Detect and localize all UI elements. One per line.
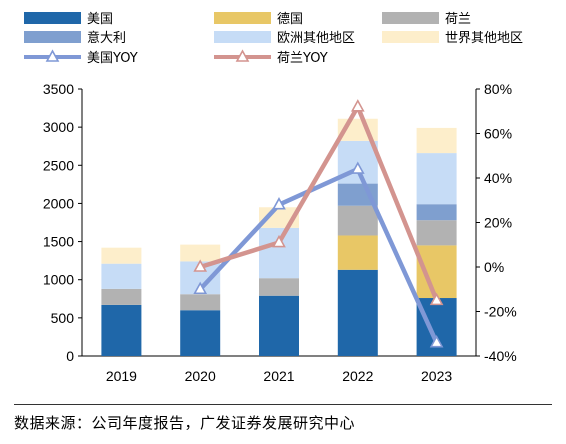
legend-label: 意大利 (87, 30, 126, 46)
left-tick-label: 2500 (43, 157, 74, 173)
legend-label: 德国 (277, 12, 303, 27)
legend-label: 世界其他地区 (445, 31, 523, 46)
bar-segment (337, 205, 378, 236)
source-divider (14, 404, 552, 405)
legend-swatch (214, 31, 271, 43)
legend-label: 美国YOY (87, 51, 138, 66)
left-tick-label: 3000 (43, 119, 74, 135)
bar-segment (101, 304, 142, 356)
legend-label: 美国 (87, 12, 113, 27)
yoy-point-marker (272, 234, 286, 248)
bar-segment (101, 247, 142, 264)
bar-segment (337, 235, 378, 270)
yoy-point-marker (193, 259, 208, 272)
x-tick-label: 2021 (263, 368, 294, 384)
bar-segment (416, 204, 457, 221)
right-tick-label: 40% (484, 170, 512, 186)
bar-segment (180, 294, 221, 311)
yoy-point-marker (272, 197, 286, 210)
legend-swatch (382, 31, 439, 43)
source-note: 数据来源：公司年度报告，广发证券发展研究中心 (14, 414, 356, 432)
bar-segment (180, 310, 221, 356)
legend-triangle-marker (45, 49, 60, 62)
bars (101, 118, 457, 356)
bar-segment (101, 263, 142, 289)
legend-swatch (24, 31, 81, 43)
left-tick-label: 0 (66, 348, 74, 364)
bar-segment (337, 269, 378, 356)
right-tick-label: -40% (484, 348, 517, 364)
legend-label: 荷兰YOY (277, 51, 328, 66)
x-tick-label: 2020 (185, 368, 216, 384)
yoy-point-marker (193, 281, 208, 295)
x-tick-label: 2022 (342, 368, 373, 384)
yoy-line (197, 166, 439, 345)
legend-triangle-marker (235, 49, 250, 62)
right-tick-label: 0% (484, 259, 504, 275)
bar-segment (259, 278, 299, 296)
left-tick-label: 1000 (43, 272, 74, 288)
right-tick-label: 60% (484, 126, 512, 142)
legend-swatch (214, 12, 271, 24)
legend-swatch (24, 12, 81, 24)
left-tick-label: 2000 (43, 195, 74, 211)
bar-segment (416, 127, 457, 154)
left-tick-label: 3500 (43, 81, 74, 97)
right-tick-label: 20% (484, 215, 512, 231)
legend-label: 欧洲其他地区 (277, 31, 355, 46)
legend-swatch (382, 12, 439, 24)
yoy-point-marker (429, 334, 444, 348)
bar-segment (180, 244, 221, 262)
bar-segment (416, 153, 457, 205)
right-tick-label: 80% (484, 81, 512, 97)
axes: 0 500 1000 1500 2000 2500 3000 3500 -40% -20% 0% 20… (43, 81, 517, 384)
x-tick-label: 2019 (106, 368, 137, 384)
left-tick-label: 500 (51, 310, 75, 326)
yoy-line (197, 104, 439, 303)
yoy-point-marker (429, 292, 444, 306)
right-tick-label: -20% (484, 304, 517, 320)
bar-segment (416, 220, 457, 246)
bar-segment (101, 288, 142, 305)
left-tick-label: 1500 (43, 234, 74, 250)
legend-label: 荷兰 (445, 12, 471, 27)
yoy-point-marker (350, 99, 365, 112)
bar-segment (259, 295, 299, 356)
x-tick-label: 2023 (421, 368, 452, 384)
yoy-point-marker (350, 161, 365, 174)
yoy-lines (193, 99, 444, 348)
